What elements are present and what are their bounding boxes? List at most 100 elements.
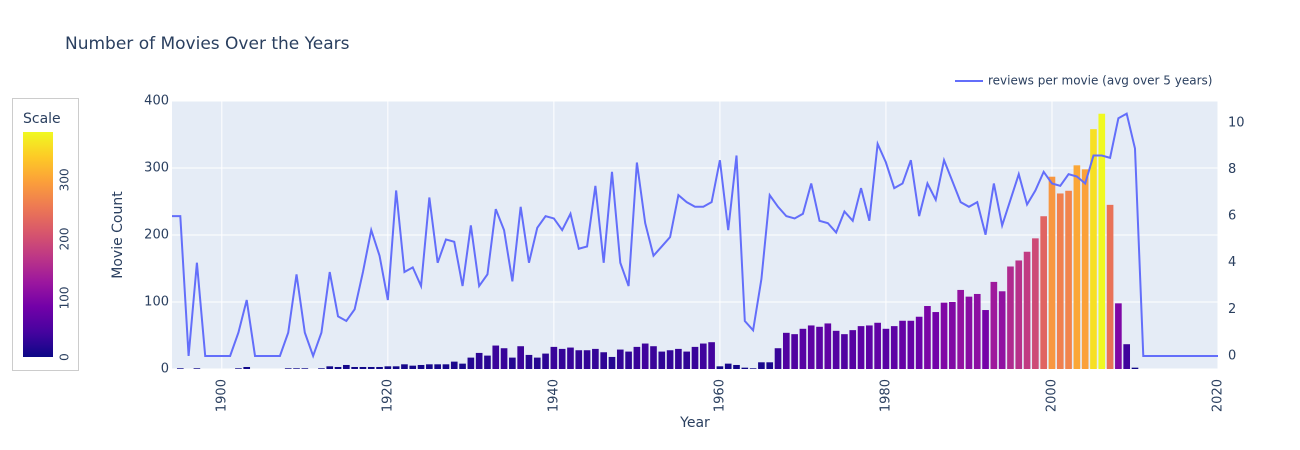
bar (608, 356, 616, 369)
bar (791, 334, 798, 369)
y-tick-label: 400 (144, 94, 169, 109)
y2-tick-label: 6 (1228, 209, 1236, 224)
x-tick-label: 1960 (712, 379, 727, 412)
bar (193, 368, 201, 369)
bar (890, 326, 898, 369)
bar (749, 368, 757, 369)
chart-title: Number of Movies Over the Years (65, 34, 350, 54)
bar (517, 346, 524, 369)
bar (533, 357, 541, 369)
bar (1090, 129, 1097, 369)
bar (724, 363, 732, 369)
bar (484, 355, 491, 369)
bar (284, 368, 292, 369)
bar (1040, 216, 1047, 369)
bar (973, 293, 981, 369)
bar (450, 361, 458, 369)
bar (924, 306, 931, 369)
bar (1056, 193, 1064, 369)
bar (1115, 303, 1122, 369)
bar (1065, 190, 1072, 369)
bar (376, 366, 383, 369)
y-tick-label: 300 (144, 161, 169, 176)
bar (392, 366, 400, 369)
bar (691, 346, 699, 369)
bar (807, 325, 815, 369)
bar (542, 353, 549, 369)
bar (592, 348, 599, 369)
bar (824, 323, 832, 369)
bar (1106, 204, 1114, 369)
bar (417, 364, 425, 369)
bar (899, 320, 906, 369)
bar (600, 352, 608, 369)
bar (816, 326, 823, 369)
bar (409, 365, 417, 369)
bar (708, 342, 715, 369)
bar (915, 316, 923, 369)
colorbar-tick-label: 300 (58, 168, 72, 191)
bar (567, 347, 574, 369)
bar (334, 366, 342, 369)
x-axis-label: Year (679, 415, 710, 431)
legend-label: reviews per movie (avg over 5 years) (988, 74, 1212, 88)
bar (866, 325, 873, 369)
bar (782, 332, 790, 369)
x-tick-label: 1900 (214, 379, 229, 412)
bar (965, 296, 973, 369)
y2-tick-label: 8 (1228, 162, 1236, 177)
y-axis-label: Movie Count (110, 191, 126, 279)
colorbar-tick-label: 100 (58, 286, 72, 309)
bar (998, 291, 1006, 369)
bar (467, 357, 475, 369)
bar (475, 352, 483, 369)
bar (741, 367, 749, 369)
y-tick-label: 200 (144, 228, 169, 243)
bar (907, 320, 915, 369)
bar (1032, 238, 1039, 369)
bar (176, 368, 184, 369)
bar (550, 346, 558, 369)
bar (733, 364, 740, 369)
bar (426, 364, 433, 369)
y2-tick-label: 10 (1228, 115, 1245, 130)
bar (940, 302, 948, 369)
bar (525, 354, 533, 369)
line (172, 112, 1218, 359)
bar (957, 289, 964, 369)
bar (500, 348, 508, 369)
bar (849, 330, 857, 369)
bar (766, 362, 774, 369)
y2-tick-label: 4 (1228, 255, 1236, 270)
bar (384, 366, 392, 369)
bar (235, 368, 242, 369)
bar (1023, 251, 1031, 369)
bar (616, 349, 624, 369)
y2-tick-label: 0 (1228, 348, 1236, 363)
bar (359, 366, 367, 369)
bar (658, 351, 666, 369)
bar (1098, 113, 1106, 369)
bar (774, 348, 782, 369)
bar (351, 366, 358, 369)
bar (1048, 176, 1056, 369)
x-tick-label: 2020 (1211, 379, 1226, 412)
bar (1081, 169, 1089, 369)
bar (949, 302, 956, 369)
x-tick-label: 1920 (380, 379, 395, 412)
bar (932, 312, 940, 369)
y2-tick-label: 2 (1228, 302, 1236, 317)
bar (492, 345, 500, 369)
bar (650, 346, 657, 369)
bar (301, 368, 309, 369)
bar (1007, 266, 1014, 369)
bar (509, 357, 516, 369)
bar (832, 330, 840, 369)
bar (1131, 367, 1139, 369)
bar (666, 350, 674, 369)
bar (1015, 260, 1023, 369)
bar (401, 364, 408, 369)
colorbar-tick-label: 200 (58, 227, 72, 250)
x-tick-label: 1980 (878, 379, 893, 412)
bar (641, 343, 649, 369)
